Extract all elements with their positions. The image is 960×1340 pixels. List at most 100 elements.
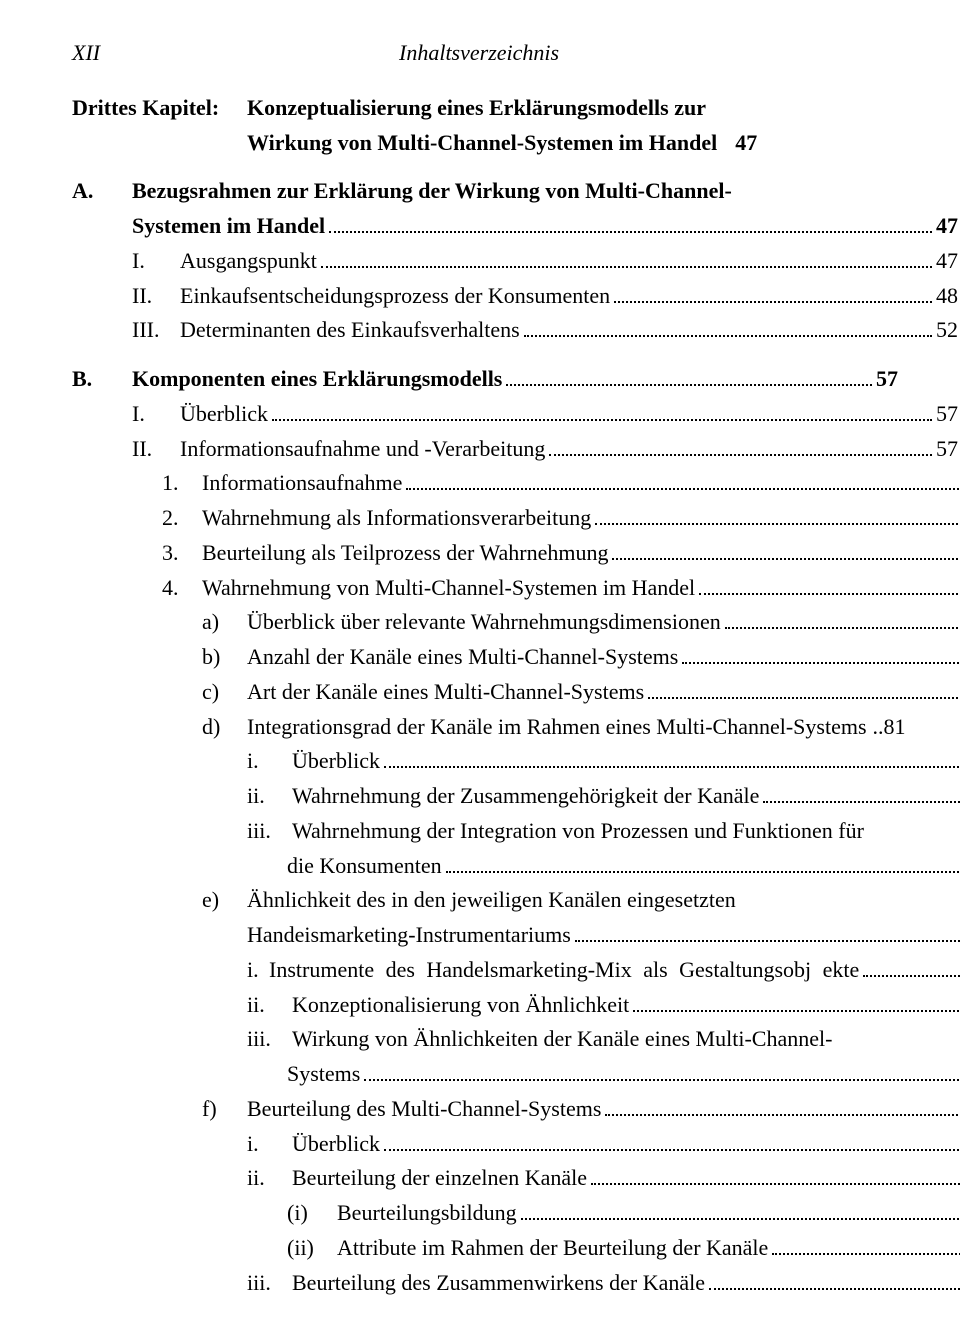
entry-label: 1. [162, 466, 202, 501]
entry-label: iii. [247, 1022, 292, 1057]
entry-4e-ii: ii. Konzeptionalisierung von Ähnlichkeit… [72, 988, 960, 1023]
leader-dots [863, 955, 960, 977]
entry-text: Überblick [180, 397, 268, 432]
entry-text-line2: die Konsumenten [287, 849, 442, 884]
entry-text: Wahrnehmung von Multi-Channel-Systemen i… [202, 571, 695, 606]
entry-label: b) [202, 640, 247, 675]
entry-text: Beurteilung des Zusammenwirkens der Kanä… [292, 1266, 705, 1301]
entry-label: c) [202, 675, 247, 710]
leader-dots [575, 920, 960, 942]
header-spacer [858, 36, 898, 71]
entry-text: Attribute im Rahmen der Beurteilung der … [337, 1231, 768, 1266]
entry-4d: d) Integrationsgrad der Kanäle im Rahmen… [72, 710, 960, 745]
entry-4e-iii: iii. Wirkung von Ähnlichkeiten der Kanäl… [72, 1022, 960, 1057]
entry-label: iii. [247, 1266, 292, 1301]
entry-label: ii. [247, 779, 292, 814]
leader-dots [549, 434, 932, 456]
page: XII Inhaltsverzeichnis Drittes Kapitel: … [0, 0, 960, 1340]
entry-4d-i: i. Überblick 81 [72, 744, 960, 779]
leader-dots [709, 1268, 960, 1290]
entry-4f-ii-pii: (ii) Attribute im Rahmen der Beurteilung… [72, 1231, 960, 1266]
entry-B-II: II. Informationsaufnahme und -Verarbeitu… [72, 432, 958, 467]
leader-dots [406, 468, 960, 490]
entry-text: Informationsaufnahme [202, 466, 402, 501]
entry-label: ii. [247, 988, 292, 1023]
entry-A-III: III. Determinanten des Einkaufsverhalten… [72, 313, 958, 348]
leader-dots [384, 746, 960, 768]
entry-4e: e) Ähnlichkeit des in den jeweiligen Kan… [72, 883, 960, 918]
entry-text-line2: Systems [287, 1057, 360, 1092]
section-A-cont: Systemen im Handel 47 [72, 209, 958, 244]
chapter-title-line2: Wirkung von Multi-Channel-Systemen im Ha… [247, 126, 717, 161]
entry-text-line1: Wirkung von Ähnlichkeiten der Kanäle ein… [292, 1022, 832, 1057]
leader-dots [384, 1129, 960, 1151]
section-B-page: 57 [876, 362, 898, 397]
entry-label: f) [202, 1092, 247, 1127]
chapter-title: Konzeptualisierung eines Erklärungsmodel… [247, 91, 898, 161]
leader-dots [272, 399, 932, 421]
entry-text-line1: Wahrnehmung der Integration von Prozesse… [292, 814, 864, 849]
entry-B-II-2: 2. Wahrnehmung als Informationsverarbeit… [72, 501, 960, 536]
entry-4f-ii: ii. Beurteilung der einzelnen Kanäle 98 [72, 1161, 960, 1196]
entry-label: 3. [162, 536, 202, 571]
section-A-label: A. [72, 174, 132, 209]
entry-B-II-3: 3. Beurteilung als Teilprozess der Wahrn… [72, 536, 960, 571]
entry-text: Informationsaufnahme und -Verarbeitung [180, 432, 545, 467]
entry-label: i. [247, 744, 292, 779]
entry-4f-ii-pi: (i) Beurteilungsbildung 98 [72, 1196, 960, 1231]
entry-text: Determinanten des Einkaufsverhaltens [180, 313, 520, 348]
entry-4d-iii-cont: die Konsumenten 86 [72, 849, 960, 884]
entry-text: Beurteilung als Teilprozess der Wahrnehm… [202, 536, 608, 571]
leader-dots [648, 677, 960, 699]
entry-label: i. [247, 953, 269, 988]
entry-text: Überblick [292, 744, 380, 779]
leader-dots [612, 538, 960, 560]
entry-text: Art der Kanäle eines Multi-Channel-Syste… [247, 675, 644, 710]
entry-text: Wahrnehmung der Zusammengehörigkeit der … [292, 779, 759, 814]
entry-label: 2. [162, 501, 202, 536]
section-A-line1: Bezugsrahmen zur Erklärung der Wirkung v… [132, 174, 732, 209]
section-B-text: Komponenten eines Erklärungsmodells [132, 362, 502, 397]
leader-dots [329, 211, 932, 233]
entry-page: ..81 [873, 710, 906, 745]
entry-text: Konzeptionalisierung von Ähnlichkeit [292, 988, 629, 1023]
entry-label: ii. [247, 1161, 292, 1196]
entry-label: II. [132, 432, 180, 467]
entry-text: Einkaufsentscheidungsprozess der Konsume… [180, 279, 610, 314]
entry-page: 48 [936, 279, 958, 314]
leader-dots [506, 364, 872, 386]
entry-A-II: II. Einkaufsentscheidungsprozess der Kon… [72, 279, 958, 314]
chapter-page-number: 47 [735, 126, 757, 161]
entry-4e-i: i. Instrumente des Handelsmarketing-Mix … [72, 953, 960, 988]
entry-page: 52 [936, 313, 958, 348]
entry-page: 47 [936, 244, 958, 279]
entry-text: Instrumente des Handelsmarketing-Mix als… [269, 953, 859, 988]
header-title: Inhaltsverzeichnis [399, 36, 559, 71]
entry-4e-iii-cont: Systems 94 [72, 1057, 960, 1092]
entry-text: Ausgangspunkt [180, 244, 317, 279]
entry-4c: c) Art der Kanäle eines Multi-Channel-Sy… [72, 675, 960, 710]
entry-4d-ii: ii. Wahrnehmung der Zusammengehörigkeit … [72, 779, 960, 814]
entry-text: Überblick über relevante Wahrnehmungsdim… [247, 605, 721, 640]
leader-dots [763, 781, 960, 803]
leader-dots [364, 1059, 960, 1081]
page-roman-numeral: XII [72, 36, 100, 71]
entry-4e-cont: Handeismarketing-Instrumentariums 89 [72, 918, 960, 953]
section-A-line2: Systemen im Handel [132, 209, 325, 244]
section-B-label: B. [72, 362, 132, 397]
leader-dots [699, 573, 960, 595]
leader-dots [521, 1198, 960, 1220]
entry-text: Beurteilung des Multi-Channel-Systems [247, 1092, 601, 1127]
entry-4a: a) Überblick über relevante Wahrnehmungs… [72, 605, 960, 640]
leader-dots [595, 503, 960, 525]
entry-4f: f) Beurteilung des Multi-Channel-Systems… [72, 1092, 960, 1127]
leader-dots [446, 851, 960, 873]
leader-dots [682, 642, 960, 664]
leader-dots [605, 1094, 960, 1116]
entry-page: 57 [936, 397, 958, 432]
entry-A-I: I. Ausgangspunkt 47 [72, 244, 958, 279]
page-header: XII Inhaltsverzeichnis [72, 36, 898, 71]
chapter-title-line1: Konzeptualisierung eines Erklärungsmodel… [247, 91, 898, 126]
entry-label: 4. [162, 571, 202, 606]
entry-label: II. [132, 279, 180, 314]
